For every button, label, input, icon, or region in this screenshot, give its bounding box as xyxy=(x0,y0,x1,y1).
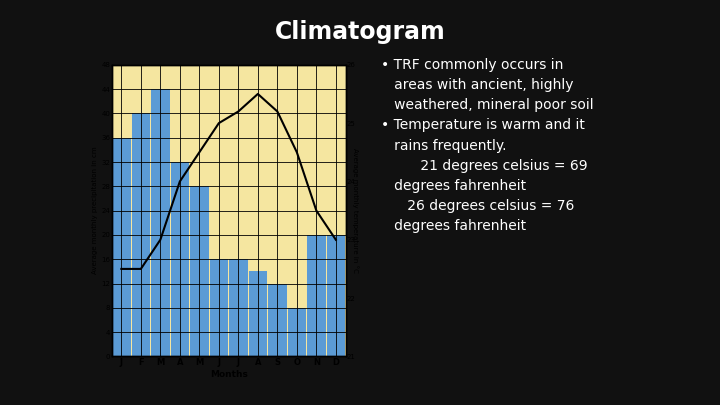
Bar xyxy=(229,259,248,356)
Bar xyxy=(132,113,150,356)
Bar xyxy=(210,259,228,356)
Y-axis label: Average monthly temperature in °C: Average monthly temperature in °C xyxy=(352,148,359,273)
Text: • TRF commonly occurs in
   areas with ancient, highly
   weathered, mineral poo: • TRF commonly occurs in areas with anci… xyxy=(381,58,594,233)
Bar xyxy=(287,308,306,356)
Bar xyxy=(112,138,130,356)
Bar xyxy=(151,89,170,356)
Bar xyxy=(327,235,345,356)
Bar xyxy=(268,284,287,356)
X-axis label: Months: Months xyxy=(210,370,248,379)
Text: Climatogram: Climatogram xyxy=(274,20,446,44)
Bar xyxy=(307,235,325,356)
Bar xyxy=(248,271,267,356)
Bar xyxy=(190,186,209,356)
Bar xyxy=(171,162,189,356)
Y-axis label: Average monthly precipitation in cm: Average monthly precipitation in cm xyxy=(92,147,99,275)
